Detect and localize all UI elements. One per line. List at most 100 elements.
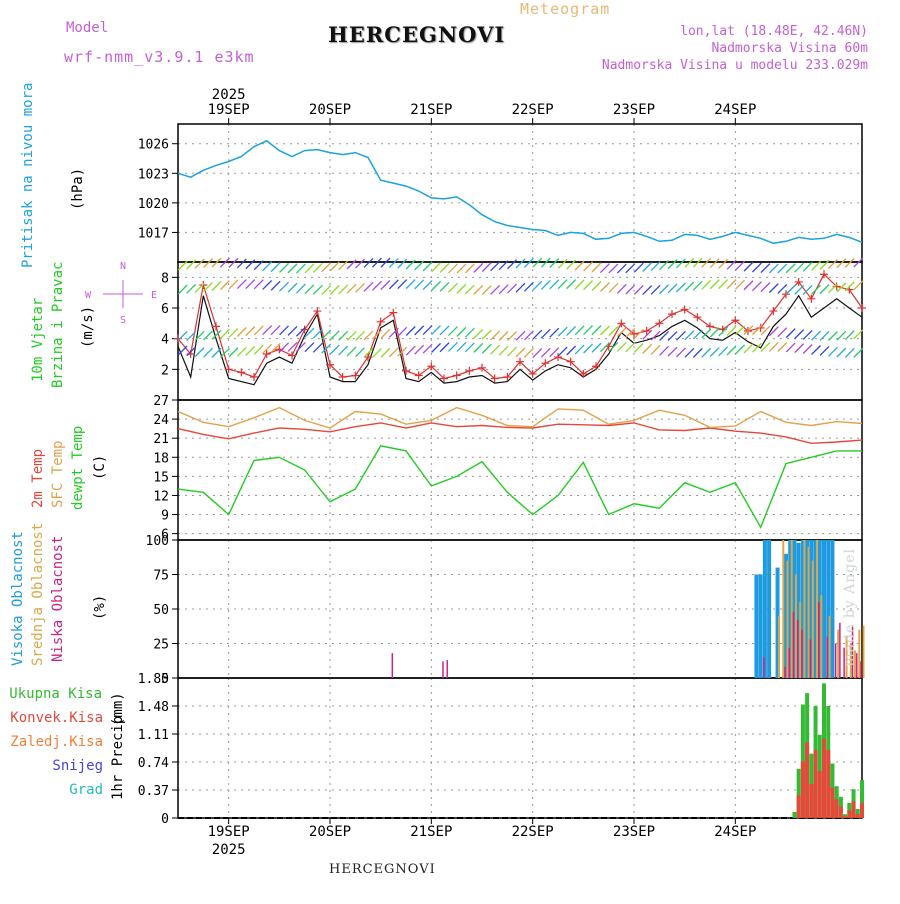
mid-cloud-bar — [862, 625, 865, 678]
wind-barb — [844, 257, 855, 268]
wind-barb — [338, 284, 349, 295]
conv-precip-bar — [809, 783, 814, 818]
mid-cloud-bar — [854, 650, 857, 678]
wind-barb — [777, 263, 788, 274]
wind-speed-marker — [288, 351, 296, 360]
low-cloud-bar — [446, 660, 448, 678]
mid-cloud-bar — [837, 629, 840, 678]
conv-precip-bar — [843, 816, 848, 818]
low-cloud-bar — [763, 657, 765, 678]
y-tick-label: 1020 — [138, 197, 169, 212]
model-label: Model — [66, 20, 109, 36]
high-cloud-bar — [775, 567, 780, 678]
wind-unit: (m/s) — [80, 306, 96, 348]
wind-barb — [228, 279, 239, 290]
wind-barb — [819, 284, 830, 295]
wind-barb — [388, 279, 399, 290]
wind-barb — [625, 284, 636, 295]
wind-barb — [625, 342, 636, 353]
bottom-date-label: 21SEP — [410, 824, 452, 840]
y-tick-label: 75 — [153, 569, 169, 584]
precip-unit: (mm) — [110, 692, 126, 726]
wind-barb — [540, 257, 551, 268]
wind-barb — [177, 260, 188, 271]
wind-barb — [422, 280, 433, 290]
y-tick-label: 1017 — [138, 226, 169, 241]
wind-barb — [414, 260, 425, 271]
y-tick-label: 1.85 — [138, 672, 169, 687]
wind-barb — [794, 329, 805, 340]
wind-barb — [295, 283, 306, 294]
wind-speed-marker — [579, 369, 588, 378]
wind-barb — [794, 262, 805, 273]
wind-barb — [777, 342, 788, 352]
high-cloud-bar — [800, 540, 805, 678]
mid-cloud-bar — [858, 629, 861, 678]
wind-speed-marker — [541, 359, 550, 368]
wind-barb — [777, 327, 788, 338]
wind-speed-marker — [440, 374, 448, 383]
high-cloud-bar — [762, 540, 767, 678]
wind-barb — [743, 280, 754, 291]
credit-label: made by Angel — [842, 548, 858, 667]
wind-barb — [507, 283, 518, 294]
wind-barb — [253, 344, 264, 355]
bottom-date-label: 20SEP — [309, 824, 351, 840]
temp-sfc-line — [177, 406, 863, 429]
wind-speed-marker — [516, 357, 524, 366]
mid-cloud-bar — [778, 615, 781, 678]
wind-barb — [287, 263, 298, 274]
compass-e-label: E — [151, 290, 157, 301]
wind-barb — [498, 345, 509, 356]
wind-barb — [760, 263, 771, 274]
wind-barb — [768, 326, 779, 337]
y-tick-label: 4 — [161, 333, 169, 348]
wind-barb — [405, 326, 416, 336]
wind-barb — [549, 279, 560, 290]
wind-speed-marker — [630, 330, 638, 339]
wind-barb — [650, 344, 661, 355]
wind-barb — [253, 279, 264, 290]
wind-barb — [279, 325, 290, 336]
wind-barb — [236, 258, 247, 269]
wind-barb — [219, 280, 230, 291]
wind-barb — [675, 258, 686, 269]
wind-barb — [304, 327, 315, 338]
wind-barb — [464, 327, 475, 338]
wind-barb — [194, 258, 205, 269]
wind-barb — [827, 331, 838, 341]
wind-barb — [346, 283, 357, 294]
wind-barb — [422, 325, 433, 336]
wind-barb — [321, 285, 332, 295]
wind-barb — [380, 280, 391, 290]
wind-barb — [490, 284, 501, 295]
high-cloud-bar — [788, 540, 793, 678]
wind-barb — [439, 263, 450, 273]
wind-barb — [211, 329, 222, 340]
wind-barb — [566, 279, 577, 290]
low-cloud-bar — [860, 661, 862, 678]
wind-barb — [490, 344, 501, 355]
wind-speed-marker — [326, 360, 334, 369]
wind-barb — [692, 257, 703, 268]
wind-barb — [523, 347, 534, 358]
wind-barb — [625, 263, 636, 274]
wind-barb — [667, 283, 678, 294]
y-tick-label: 25 — [153, 638, 169, 653]
wind-barb — [481, 262, 492, 273]
y-tick-label: 1.48 — [138, 700, 169, 715]
wind-barb — [751, 325, 762, 336]
wind-barb — [768, 263, 779, 274]
y-tick-label: 1026 — [138, 138, 169, 153]
wind-barb — [802, 261, 813, 272]
high-cloud-bar — [813, 540, 818, 678]
wind-barb — [599, 282, 610, 292]
wind-barb — [735, 344, 746, 355]
wind-barb — [718, 258, 729, 269]
wind-barb — [515, 330, 526, 341]
mid-cloud-bar — [782, 540, 785, 678]
mid-cloud-bar — [849, 643, 852, 678]
wind-speed-marker — [465, 366, 474, 375]
wind-barb — [667, 346, 678, 357]
conv-precip-bar — [817, 771, 822, 818]
